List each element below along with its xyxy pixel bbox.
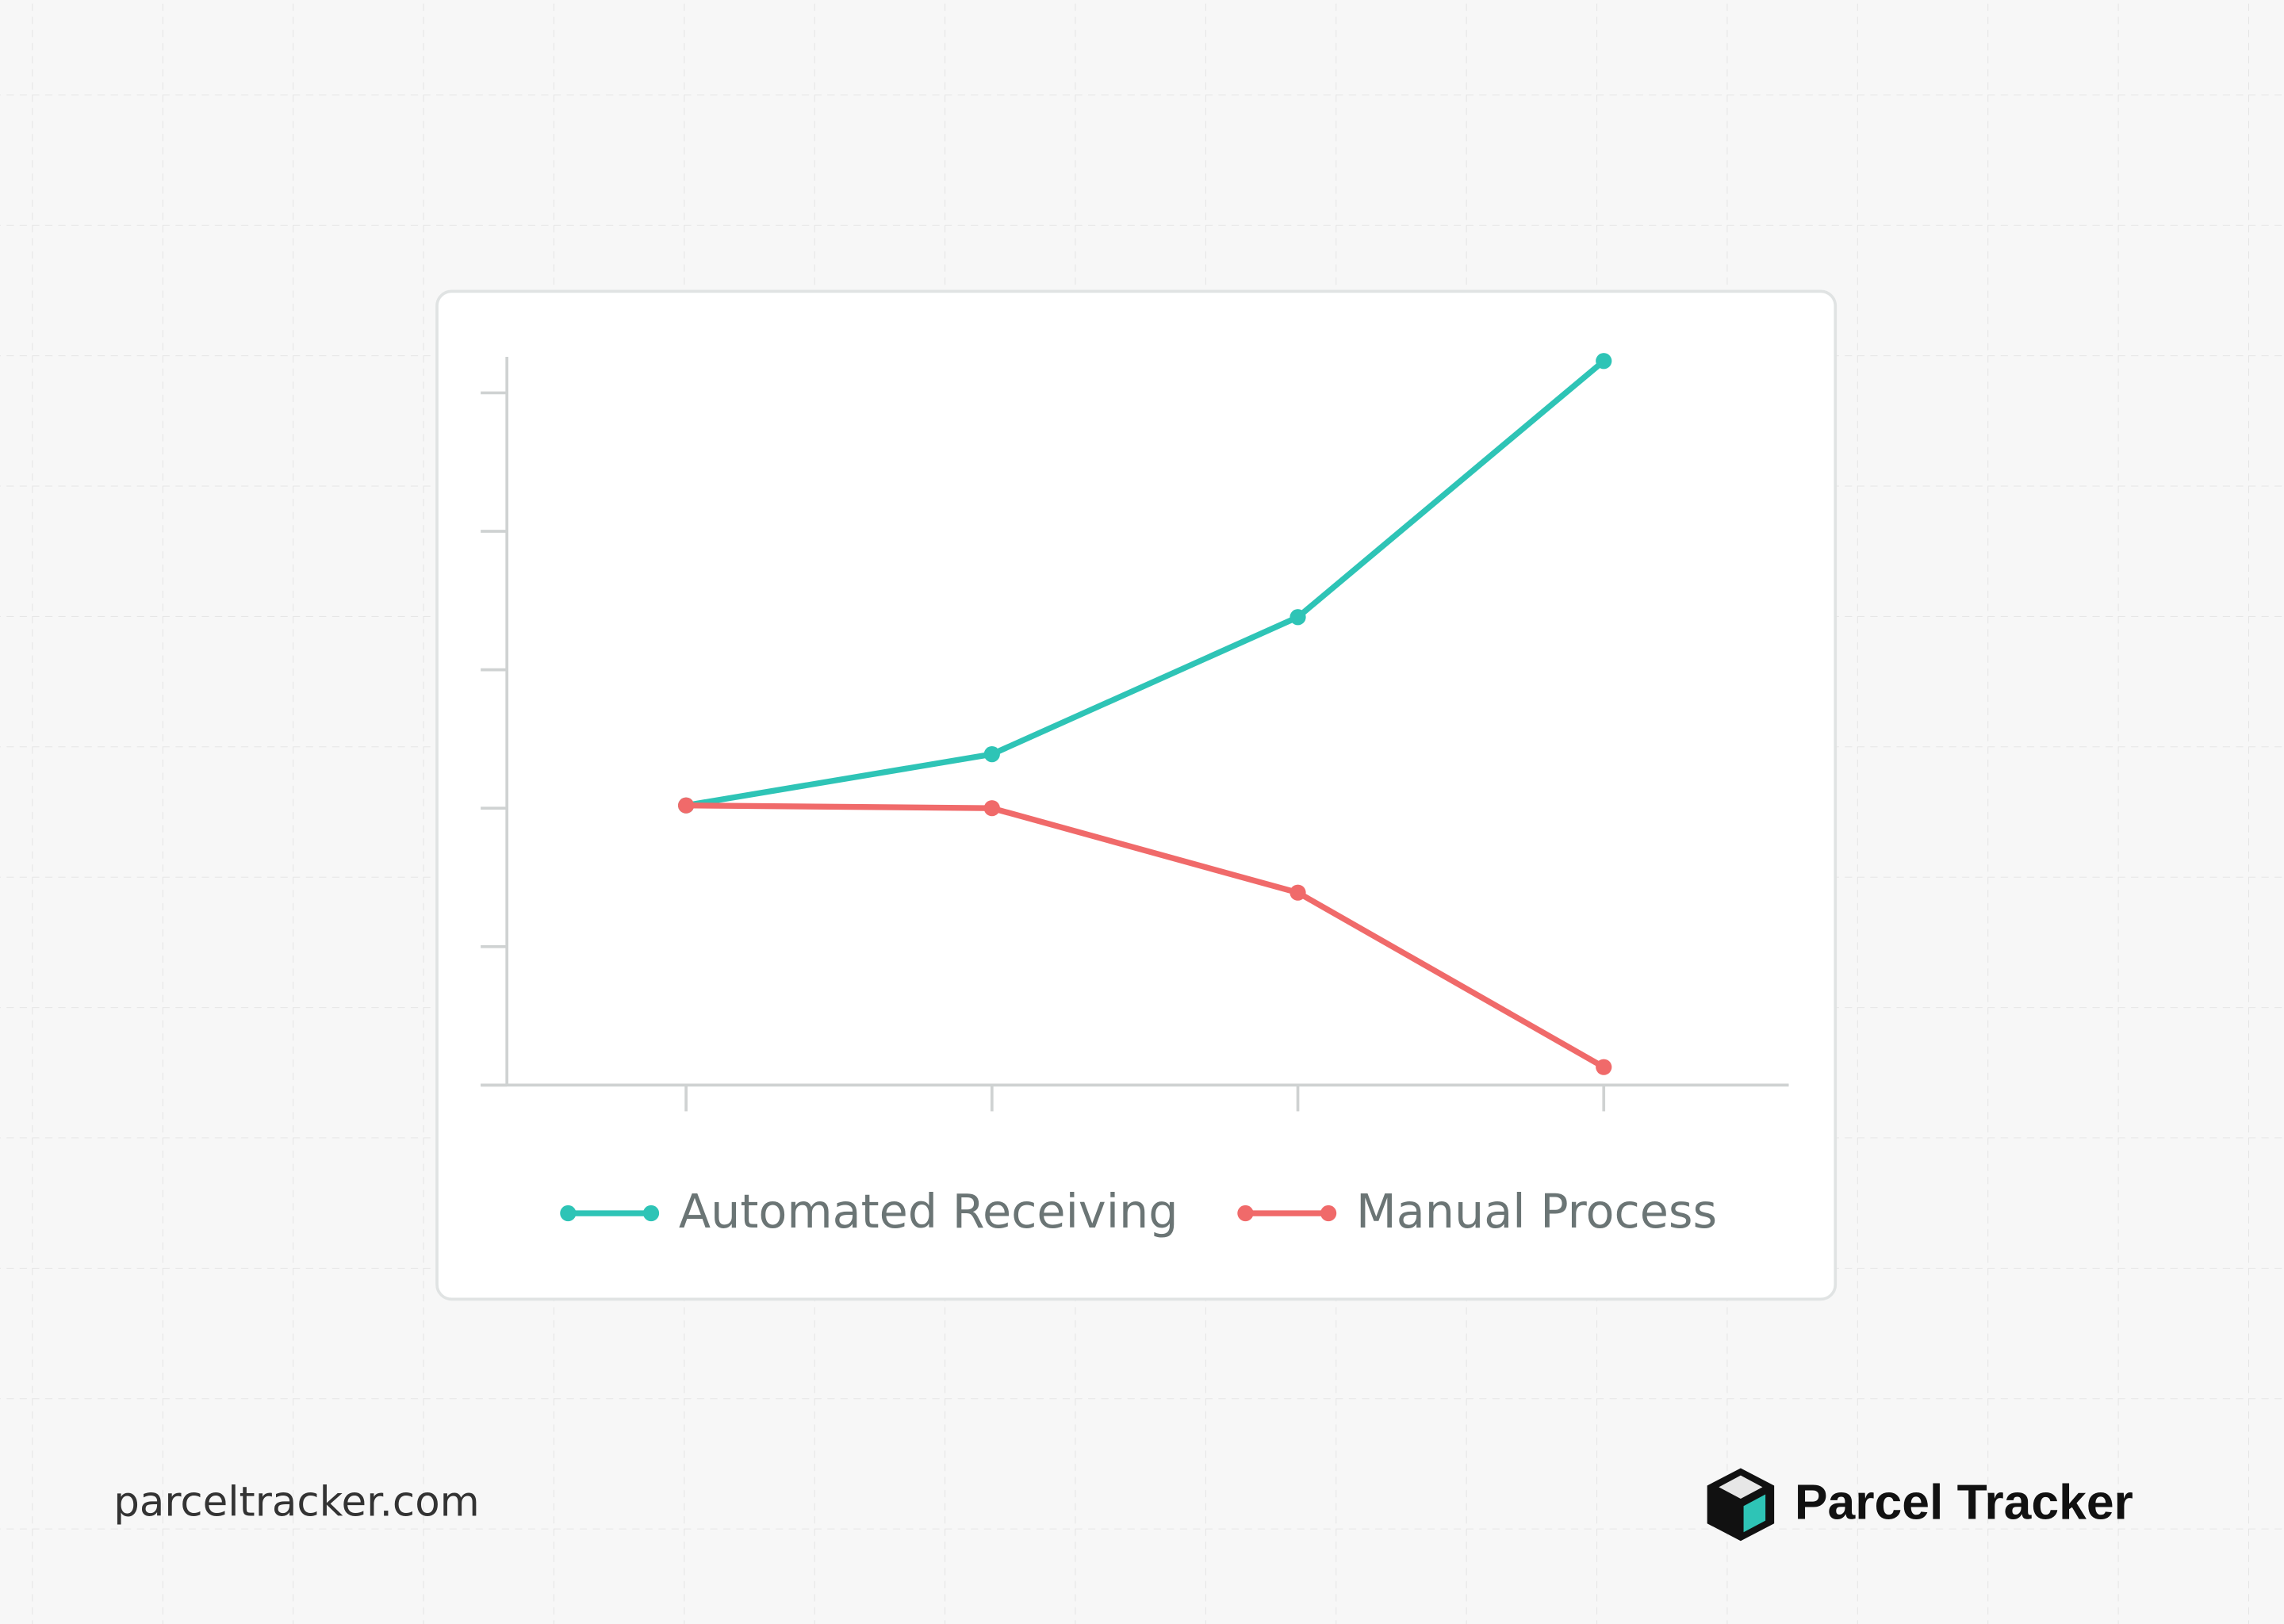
data-point: [983, 746, 1000, 763]
legend-swatch-dot: [642, 1205, 660, 1222]
data-point: [678, 797, 695, 814]
data-point: [1596, 1059, 1612, 1075]
legend-swatch-dot: [1237, 1205, 1254, 1222]
brand-name: Parcel Tracker: [1795, 1475, 2133, 1530]
data-point: [983, 800, 1000, 817]
footer-url: parceltracker.com: [113, 1478, 479, 1526]
data-point: [1290, 884, 1306, 901]
legend-label: Automated Receiving: [679, 1184, 1178, 1239]
brand-logo: [1707, 1468, 1775, 1542]
legend-swatch-dot: [560, 1205, 577, 1222]
legend-item: Manual Process: [1237, 1184, 1717, 1239]
data-point: [1596, 353, 1612, 370]
chart: Automated Receiving Manual Process: [481, 353, 1789, 1239]
data-point: [1290, 609, 1306, 626]
chart-card: [435, 289, 1838, 1301]
series-line: [686, 802, 1606, 1070]
series-line: [685, 358, 1606, 809]
legend-label: Manual Process: [1356, 1184, 1717, 1239]
legend-item: Automated Receiving: [560, 1184, 1178, 1239]
legend-swatch-dot: [1320, 1205, 1337, 1222]
